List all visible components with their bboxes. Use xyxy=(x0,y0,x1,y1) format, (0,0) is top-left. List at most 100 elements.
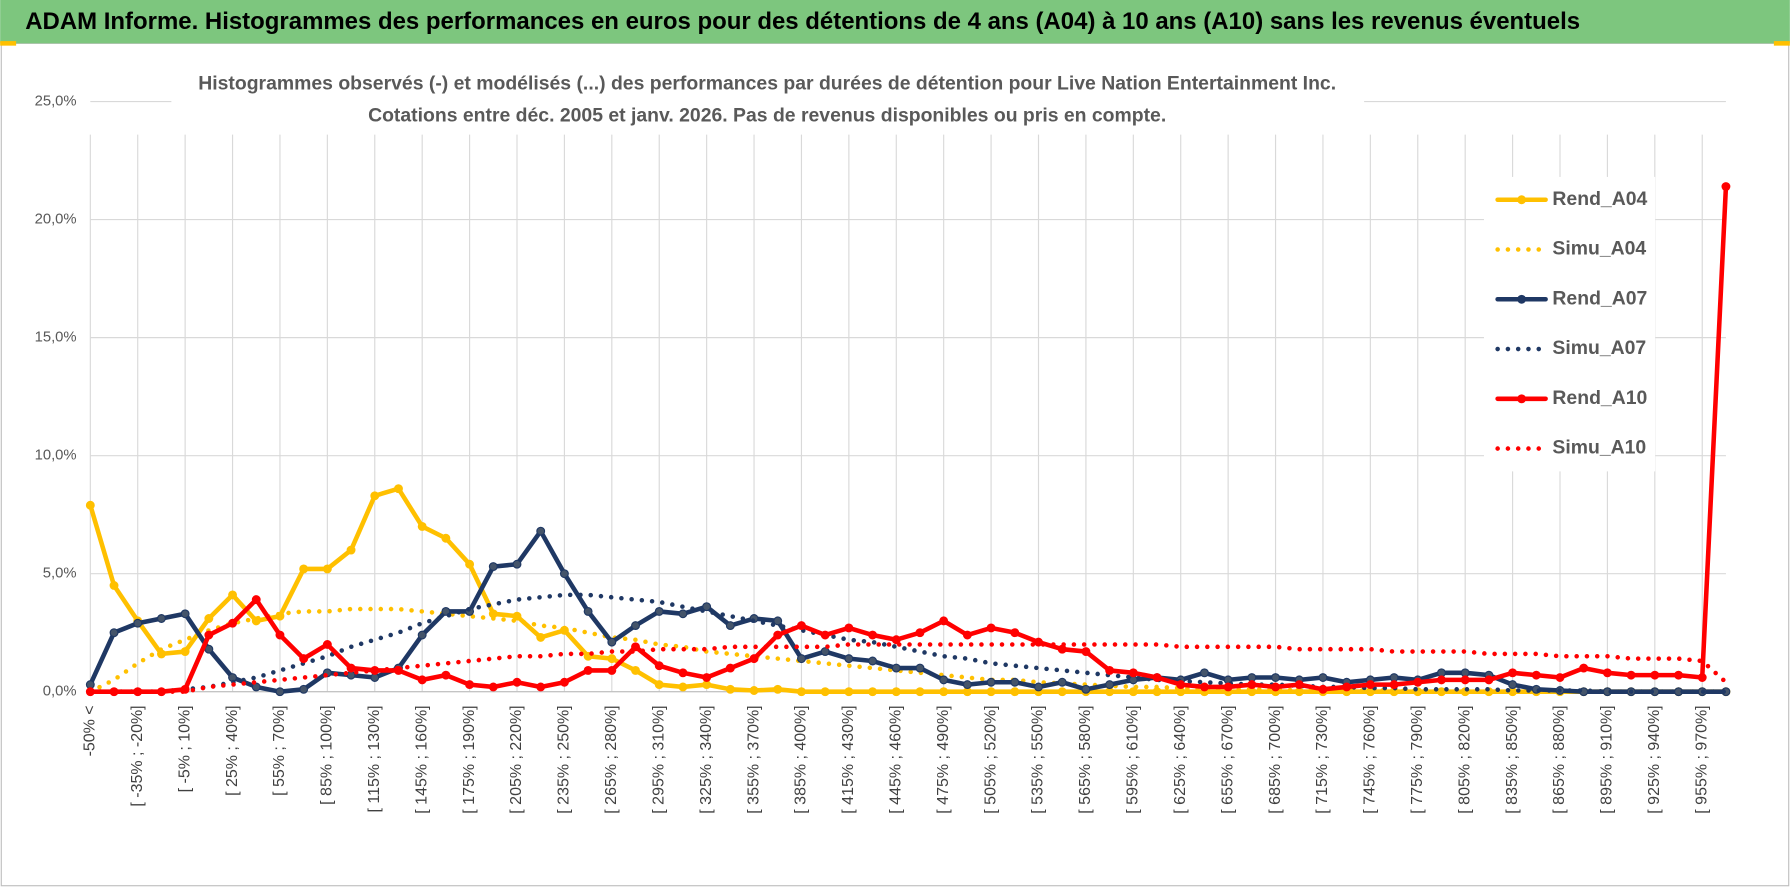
y-tick-label: 10,0% xyxy=(35,448,77,464)
x-tick-label: [ 805% ; 820%] xyxy=(1456,705,1473,813)
data-point xyxy=(465,680,475,690)
data-point xyxy=(915,663,925,673)
x-tick-label: [ 925% ; 940%] xyxy=(1646,705,1663,813)
data-point xyxy=(891,687,901,697)
data-point xyxy=(844,654,854,664)
y-tick-label: 15,0% xyxy=(35,330,77,346)
data-point xyxy=(1271,673,1280,682)
data-point xyxy=(654,680,664,690)
data-point xyxy=(109,628,119,638)
data-point xyxy=(844,623,854,633)
data-point xyxy=(417,522,427,531)
data-point xyxy=(797,687,806,697)
data-point xyxy=(725,684,735,694)
data-point xyxy=(820,647,830,657)
y-tick-label: 20,0% xyxy=(35,212,77,228)
data-point xyxy=(678,609,688,619)
data-point xyxy=(583,606,593,616)
data-point xyxy=(228,590,237,600)
x-tick-label: [ 55% ; 70%] xyxy=(271,705,288,796)
data-point xyxy=(1318,673,1328,682)
data-point xyxy=(702,673,712,682)
data-point xyxy=(1176,680,1186,690)
data-point xyxy=(1413,677,1423,687)
data-point xyxy=(1247,680,1257,690)
data-point xyxy=(1318,684,1328,694)
x-tick-label: [ 835% ; 850%] xyxy=(1504,705,1521,813)
data-point xyxy=(228,618,237,628)
data-point xyxy=(512,677,522,687)
data-point xyxy=(346,545,356,555)
data-point xyxy=(1531,670,1541,680)
header-bar xyxy=(0,0,1790,44)
data-point xyxy=(85,500,95,510)
x-tick-label: [ 865% ; 880%] xyxy=(1551,705,1568,813)
x-tick-label: [ 685% ; 700%] xyxy=(1267,705,1284,813)
data-point xyxy=(1484,675,1494,685)
data-point xyxy=(299,564,309,574)
x-tick-label: [ 715% ; 730%] xyxy=(1314,705,1331,813)
legend-backdrop xyxy=(1483,176,1656,472)
data-point xyxy=(939,675,949,685)
data-point xyxy=(986,623,996,633)
data-point xyxy=(1152,673,1162,682)
data-point xyxy=(1128,687,1138,697)
data-point xyxy=(536,526,546,536)
data-point xyxy=(512,559,522,569)
corner xyxy=(1773,41,1790,46)
data-point xyxy=(133,618,143,628)
x-tick-label: [ 145% ; 160%] xyxy=(413,705,430,813)
data-point xyxy=(441,670,451,680)
data-point xyxy=(797,621,806,631)
data-point xyxy=(725,663,735,673)
x-tick-label: [ 235% ; 250%] xyxy=(556,705,573,813)
y-tick-label: 25,0% xyxy=(35,94,77,110)
data-point xyxy=(1721,182,1731,192)
data-point xyxy=(654,661,664,671)
data-point xyxy=(1365,680,1375,690)
y-tick-label: 5,0% xyxy=(43,566,77,582)
corner xyxy=(0,41,17,46)
data-point xyxy=(749,654,759,664)
x-tick-label: [ -5% ; 10%] xyxy=(176,705,193,792)
data-point xyxy=(322,640,332,649)
data-point xyxy=(868,630,878,640)
chart-subtitle: Cotations entre déc. 2005 et janv. 2026.… xyxy=(368,105,1166,127)
data-point xyxy=(1437,675,1446,685)
x-tick-label: [ 445% ; 460%] xyxy=(887,705,904,813)
data-point xyxy=(275,687,285,697)
x-tick-label: [ 205% ; 220%] xyxy=(508,705,525,813)
data-point xyxy=(891,635,901,645)
data-point xyxy=(1508,668,1518,678)
data-point xyxy=(346,663,356,673)
data-point xyxy=(299,684,309,694)
data-point xyxy=(536,682,546,692)
data-point xyxy=(939,616,949,626)
x-tick-label: [ 625% ; 640%] xyxy=(1172,705,1189,813)
data-point xyxy=(488,562,498,572)
data-point xyxy=(299,654,309,664)
x-tick-label: [ 565% ; 580%] xyxy=(1077,705,1094,813)
data-point xyxy=(654,606,664,616)
data-point xyxy=(156,614,166,623)
legend-label: Rend_A04 xyxy=(1552,188,1647,210)
data-point xyxy=(417,675,427,685)
data-point xyxy=(1579,663,1589,673)
data-point xyxy=(204,630,214,640)
data-point xyxy=(1650,670,1660,680)
data-point xyxy=(1460,675,1470,685)
data-point xyxy=(488,682,498,692)
x-tick-label: [ 895% ; 910%] xyxy=(1599,705,1616,813)
data-point xyxy=(939,687,949,697)
data-point xyxy=(1199,668,1209,678)
data-point xyxy=(607,637,617,647)
data-point xyxy=(1128,668,1138,678)
data-point xyxy=(631,665,640,675)
data-point xyxy=(678,682,688,692)
data-point xyxy=(1602,668,1612,678)
data-point xyxy=(251,595,261,605)
data-point xyxy=(441,533,451,543)
data-point xyxy=(1034,682,1043,692)
